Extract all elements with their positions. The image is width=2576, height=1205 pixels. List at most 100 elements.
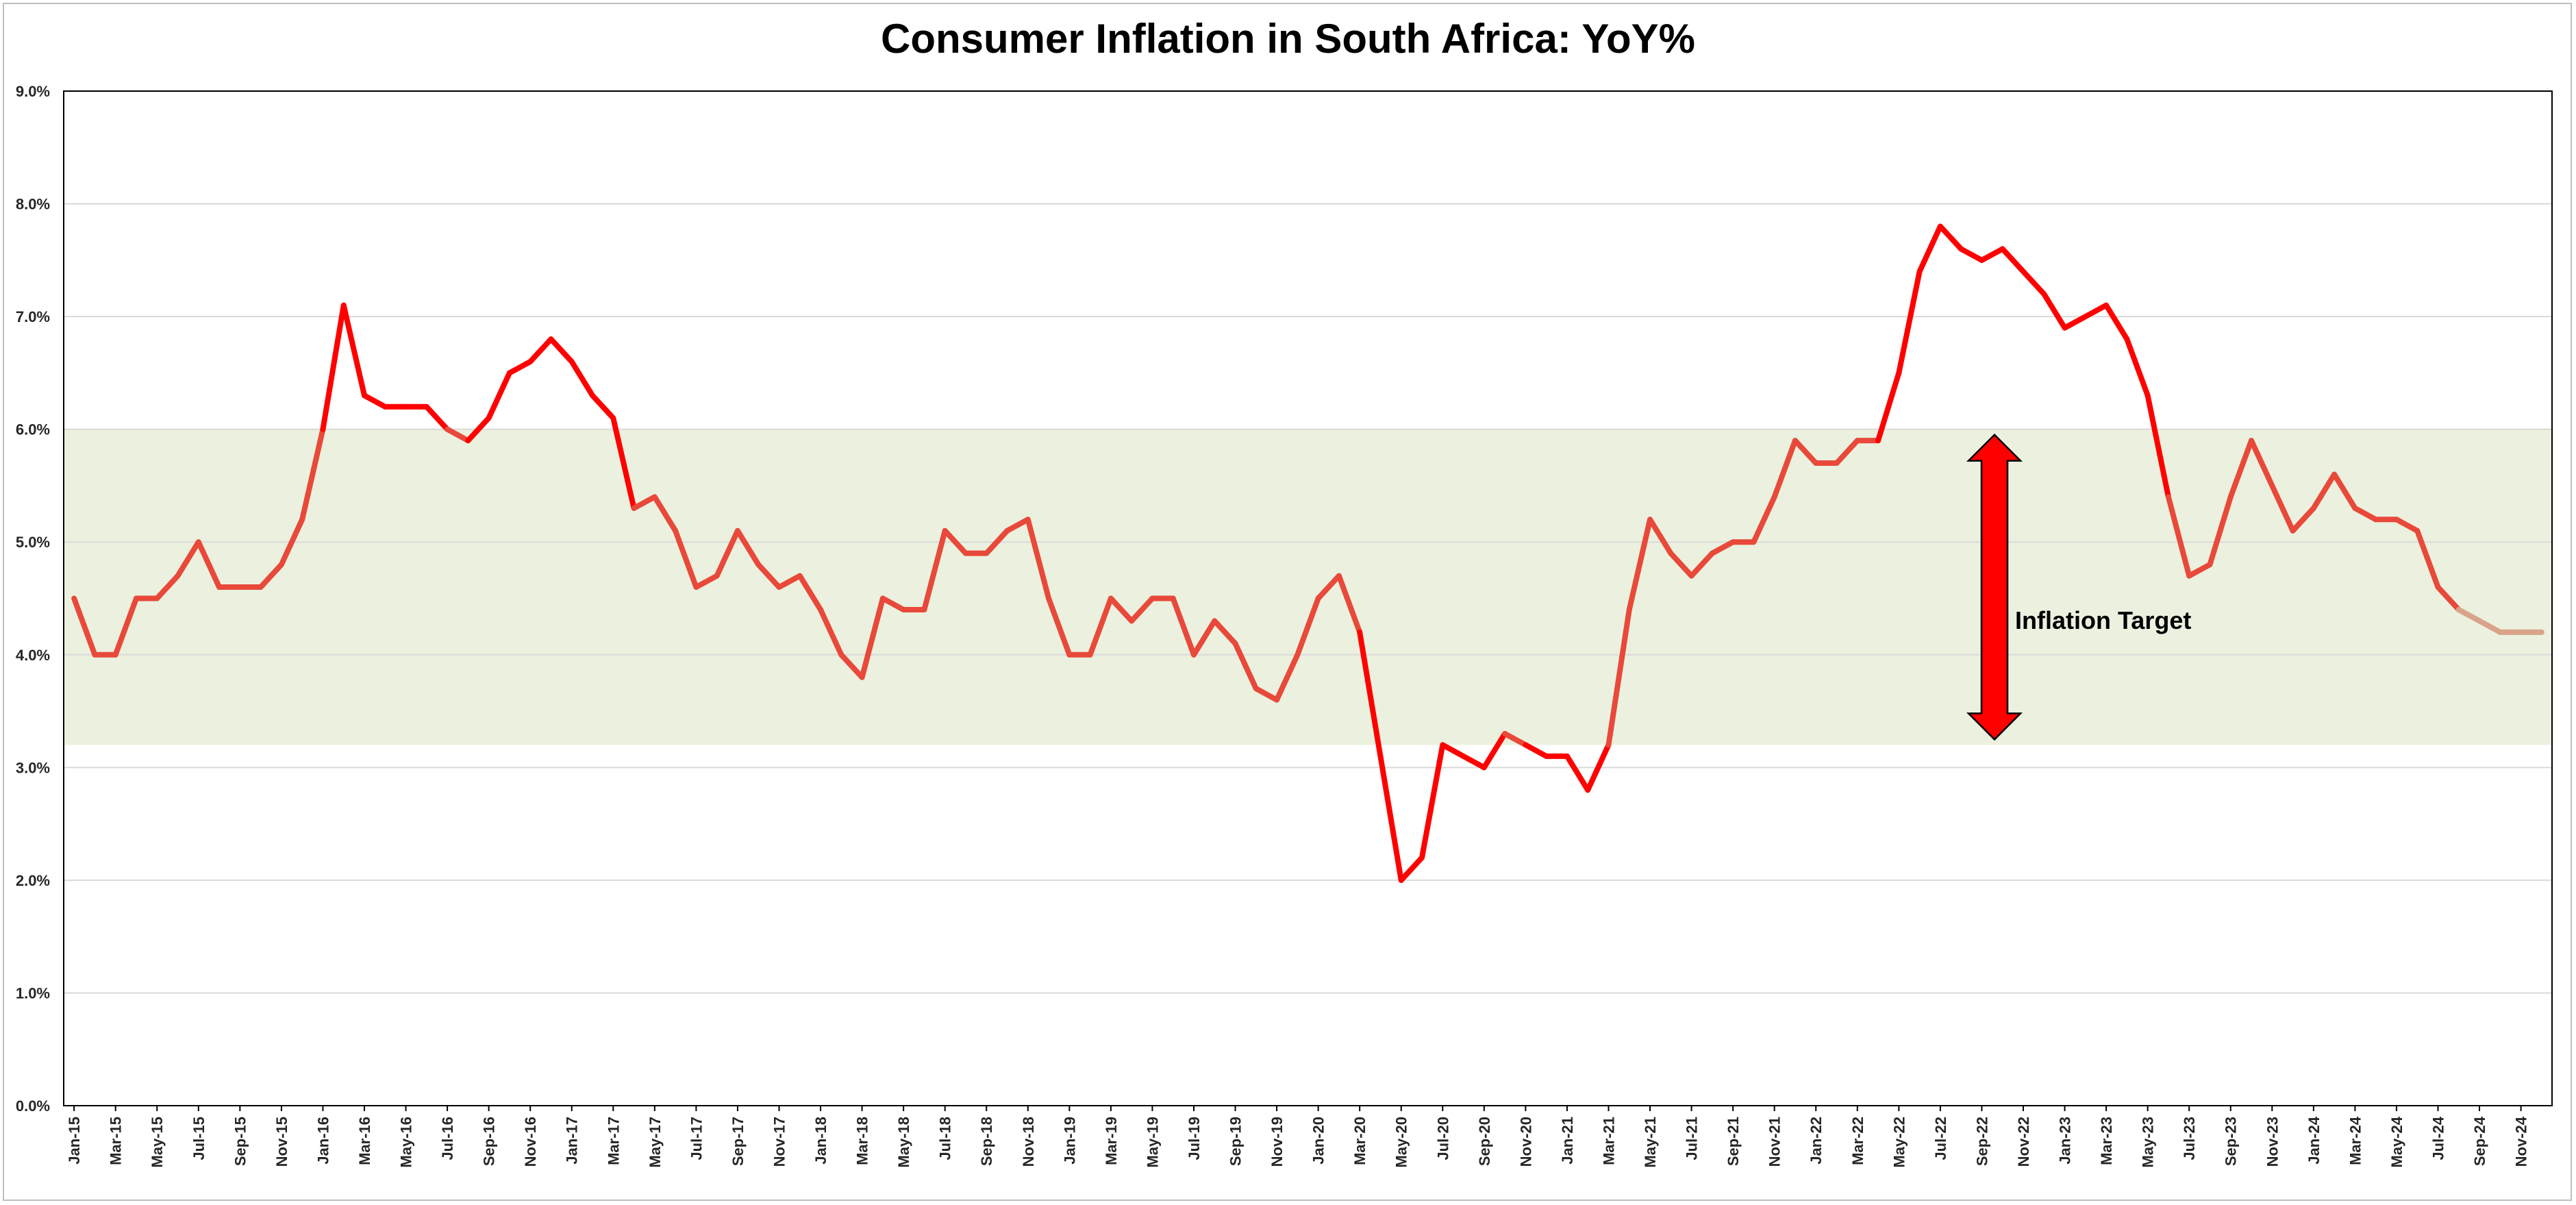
- x-tick-label: Mar-23: [2098, 1117, 2115, 1165]
- series-segment: [506, 358, 534, 376]
- series-segment: [859, 595, 886, 680]
- x-tick-label: Nov-19: [1268, 1117, 1286, 1167]
- series-segment: [1129, 595, 1155, 624]
- series-segment: [1004, 517, 1031, 534]
- series-segment: [445, 426, 471, 444]
- series-segment: [568, 358, 596, 399]
- plot-area-border: [63, 90, 2553, 1106]
- x-tick-label: May-22: [1890, 1117, 1908, 1168]
- series-segment: [2393, 517, 2421, 534]
- x-tick-label: Jul-24: [2429, 1116, 2447, 1160]
- series-segment: [1440, 742, 1466, 759]
- x-tick-label: Nov-15: [273, 1117, 290, 1167]
- x-tick-label: Jan-17: [564, 1117, 581, 1165]
- series-segment: [590, 393, 616, 421]
- series-segment: [1315, 573, 1342, 601]
- series-segment: [2290, 505, 2316, 534]
- x-tick-label: May-15: [149, 1117, 166, 1168]
- series-segment: [942, 527, 968, 556]
- target-arrow: [1966, 433, 2023, 741]
- series-segment: [610, 415, 637, 511]
- series-segment: [879, 595, 907, 612]
- x-tick-label: Jan-20: [1310, 1117, 1327, 1165]
- x-tick-label: Nov-20: [1517, 1117, 1534, 1167]
- series-segment: [175, 539, 201, 579]
- series-segment: [838, 651, 865, 680]
- series-segment: [1523, 742, 1549, 759]
- x-tick-label: May-24: [2388, 1116, 2405, 1167]
- series-segment: [1170, 595, 1197, 658]
- y-tick-label: 0.0%: [16, 1097, 50, 1115]
- series-segment: [921, 527, 948, 612]
- series-segment: [1999, 246, 2026, 275]
- series-segment: [2249, 438, 2275, 488]
- x-tick-label: Nov-22: [2015, 1117, 2032, 1167]
- x-tick-label: May-18: [895, 1117, 912, 1168]
- x-tick-label: Jan-18: [812, 1117, 829, 1165]
- series-segment: [2269, 482, 2296, 534]
- series-segment: [1958, 246, 1985, 263]
- x-tick-label: Jul-20: [1434, 1117, 1451, 1160]
- x-tick-label: Mar-15: [108, 1117, 125, 1165]
- series-segment: [1647, 517, 1674, 556]
- x-tick-label: Jul-18: [937, 1117, 954, 1160]
- x-tick-label: Jan-16: [314, 1117, 332, 1165]
- series-segment: [527, 336, 554, 364]
- series-segment: [1916, 223, 1943, 275]
- x-tick-label: Jul-15: [190, 1117, 208, 1160]
- series-segment: [1212, 618, 1238, 647]
- series-segment: [2165, 494, 2192, 579]
- x-tick-label: Nov-23: [2264, 1117, 2281, 1167]
- series-segment: [71, 595, 98, 658]
- series-segment: [1108, 595, 1135, 624]
- series-segment: [2207, 494, 2234, 568]
- y-axis-ticks: 0.0% 1.0% 2.0% 3.0% 4.0% 5.0% 6.0% 7.0% 8.0% 9.0%: [16, 83, 50, 1115]
- inflation-target-label: Inflation Target: [2015, 606, 2191, 634]
- series-segment: [299, 426, 326, 523]
- x-tick-label: Jan-24: [2305, 1116, 2323, 1164]
- x-tick-label: Sep-18: [978, 1117, 995, 1166]
- series-segment: [1253, 686, 1280, 703]
- series-segment: [1709, 539, 1736, 556]
- series-segment: [1605, 606, 1632, 748]
- series-segment: [1502, 730, 1529, 748]
- x-tick-label: Sep-17: [729, 1117, 747, 1166]
- x-tick-label: Jan-23: [2057, 1117, 2074, 1165]
- chart-title: Consumer Inflation in South Africa: YoY%: [881, 16, 1695, 62]
- series-segment: [2331, 471, 2358, 511]
- series-segment: [2103, 302, 2130, 343]
- series-segment: [1585, 742, 1612, 793]
- inflation-target-band: [64, 429, 2552, 745]
- series-segment: [2041, 291, 2068, 331]
- series-segment: [1357, 629, 1384, 759]
- series-segment: [2455, 606, 2483, 624]
- series-segment: [2435, 584, 2462, 612]
- x-tick-label: Mar-16: [356, 1117, 373, 1165]
- x-tick-label: Nov-18: [1020, 1117, 1037, 1167]
- series-segment: [1087, 595, 1114, 658]
- x-tick-label: Nov-16: [522, 1117, 539, 1167]
- x-tick-label: Nov-24: [2513, 1116, 2530, 1167]
- series-segment: [195, 539, 223, 591]
- series-segment: [1937, 223, 1964, 252]
- series-segment: [673, 527, 699, 591]
- x-tick-label: Jul-23: [2181, 1117, 2198, 1160]
- series-segment: [320, 302, 347, 432]
- x-tick-label: May-17: [647, 1117, 664, 1168]
- series-segment: [2062, 314, 2088, 331]
- x-tick-label: May-20: [1393, 1117, 1410, 1168]
- series-segment: [1751, 494, 1777, 545]
- x-tick-label: Jan-22: [1808, 1117, 1825, 1165]
- x-tick-label: Jul-21: [1684, 1117, 1701, 1160]
- x-tick-label: May-16: [398, 1117, 415, 1168]
- x-tick-label: Mar-20: [1351, 1117, 1368, 1165]
- series-segment: [1232, 641, 1259, 692]
- cpi-series: [71, 223, 2544, 883]
- y-tick-label: 5.0%: [16, 534, 50, 551]
- series-segment: [2414, 527, 2441, 591]
- x-tick-label: Mar-17: [605, 1117, 622, 1165]
- series-segment: [2310, 471, 2338, 511]
- series-segment: [1025, 517, 1052, 601]
- series-segment: [2124, 336, 2151, 399]
